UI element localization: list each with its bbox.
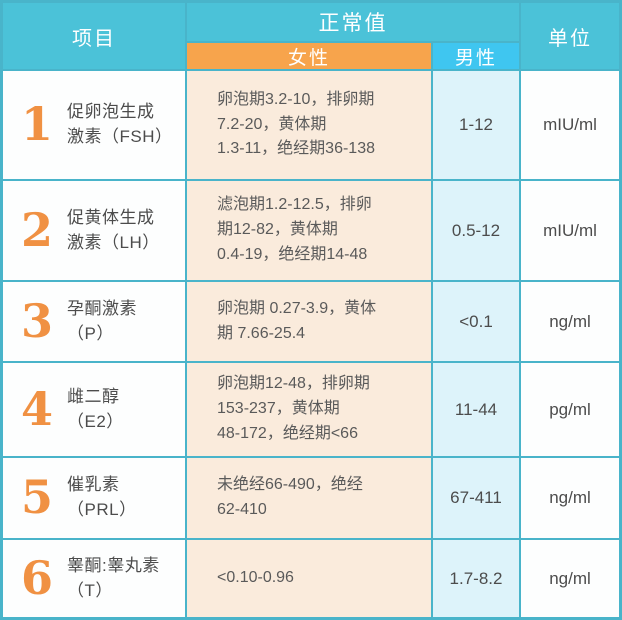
item-cell: 6 睾酮:睾丸素 （T）	[3, 540, 185, 617]
male-value-cell: 67-411	[433, 458, 519, 538]
hormone-name: 催乳素 （PRL）	[67, 475, 137, 519]
header-normal-value: 正常值	[187, 3, 519, 41]
female-value-cell: 卵泡期12-48，排卵期 153-237，黄体期 48-172，绝经期<66	[187, 363, 431, 456]
male-value-cell: 0.5-12	[433, 181, 519, 280]
header-unit: 单位	[521, 3, 619, 69]
unit-cell: pg/ml	[521, 363, 619, 456]
hormone-name: 睾酮:睾丸素 （T）	[67, 555, 160, 600]
row-number: 3	[21, 293, 54, 348]
unit-cell: mIU/ml	[521, 181, 619, 280]
row-number: 4	[21, 381, 54, 436]
male-value-cell: 1.7-8.2	[433, 540, 519, 617]
item-cell: 1 促卵泡生成 激素（FSH）	[3, 71, 185, 179]
female-value-cell: 卵泡期 0.27-3.9，黄体 期 7.66-25.4	[187, 282, 431, 361]
unit-cell: mIU/ml	[521, 71, 619, 179]
male-value-cell: 11-44	[433, 363, 519, 456]
hormone-name: 孕酮激素 （P）	[67, 298, 138, 343]
row-number: 6	[21, 550, 54, 605]
item-cell: 3 孕酮激素 （P）	[3, 282, 185, 361]
female-value-cell: 卵泡期3.2-10，排卵期 7.2-20，黄体期 1.3-11，绝经期36-13…	[187, 71, 431, 179]
unit-cell: ng/ml	[521, 282, 619, 361]
row-number: 2	[21, 202, 54, 257]
unit-cell: ng/ml	[521, 540, 619, 617]
female-value-cell: <0.10-0.96	[187, 540, 431, 617]
item-cell: 5 催乳素 （PRL）	[3, 458, 185, 538]
hormone-name: 促卵泡生成 激素（FSH）	[67, 102, 173, 146]
unit-cell: ng/ml	[521, 458, 619, 538]
female-value-cell: 滤泡期1.2-12.5，排卵 期12-82，黄体期 0.4-19，绝经期14-4…	[187, 181, 431, 280]
table-grid: 项目 正常值 女性 男性 单位 1 促卵泡生成 激素（FSH） 卵泡期3.2-1…	[3, 3, 619, 617]
item-cell: 2 促黄体生成 激素（LH）	[3, 181, 185, 280]
header-male: 男性	[433, 43, 519, 69]
header-item: 项目	[3, 3, 185, 69]
female-value-cell: 未绝经66-490，绝经 62-410	[187, 458, 431, 538]
hormone-name: 促黄体生成 激素（LH）	[67, 207, 160, 252]
item-cell: 4 雌二醇 （E2）	[3, 363, 185, 456]
hormone-name: 雌二醇 （E2）	[67, 386, 124, 431]
row-number: 5	[21, 470, 54, 525]
row-number: 1	[21, 97, 54, 152]
male-value-cell: 1-12	[433, 71, 519, 179]
male-value-cell: <0.1	[433, 282, 519, 361]
header-female: 女性	[187, 43, 431, 69]
